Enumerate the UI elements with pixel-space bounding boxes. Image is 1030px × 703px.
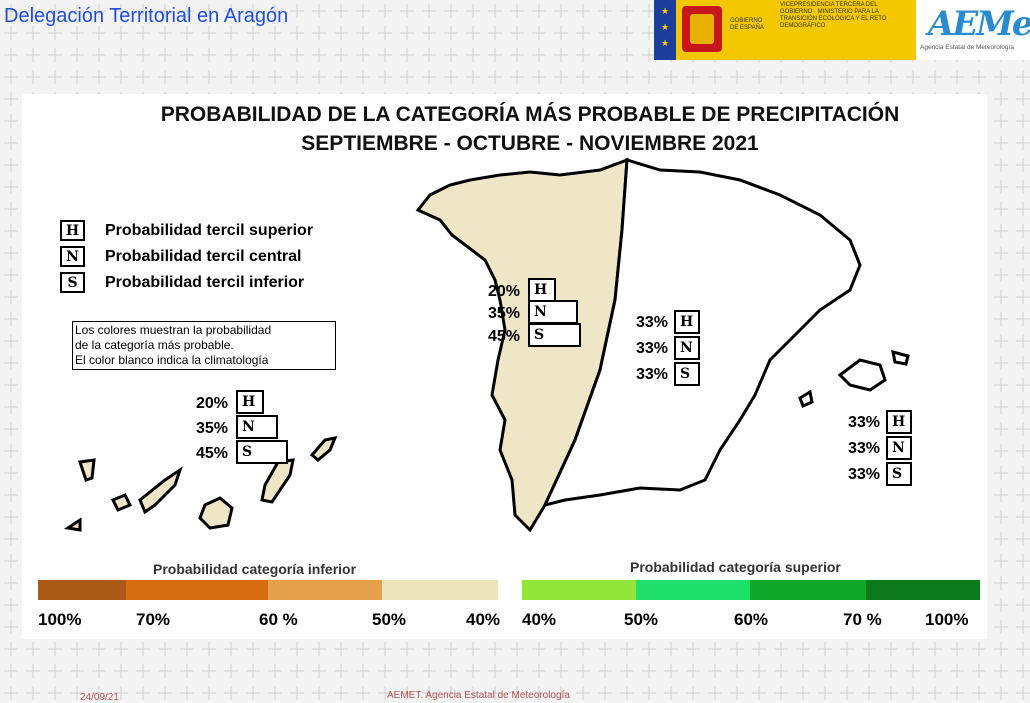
scale-upper-tick: 40% xyxy=(522,610,557,629)
canarias-island xyxy=(110,493,133,512)
note-line: El color blanco indica la climatología xyxy=(75,353,269,367)
prob-n-box: N xyxy=(886,436,912,460)
aemet-subtitle: Agencia Estatal de Meteorología xyxy=(920,44,1014,51)
prob-h-box: H xyxy=(886,410,912,434)
government-logo: ★ ★ ★ GOBIERNO DE ESPAÑA VICEPRESIDENCIA T… xyxy=(654,0,916,60)
scale-lower-tick: 40% xyxy=(466,610,501,629)
baleares-ibiza xyxy=(798,389,814,409)
prob-h-value: 20% xyxy=(195,395,228,412)
canarias-island xyxy=(78,458,96,482)
legend-code: H xyxy=(60,220,85,241)
map-title: PROBABILIDAD DE LA CATEGORÍA MÁS PROBABL… xyxy=(0,100,1030,158)
canarias-island xyxy=(260,458,295,504)
scale-lower-bar-1 xyxy=(38,580,126,600)
scale-upper-title: Probabilidad categoría superior xyxy=(630,559,841,575)
prob-h-value: 20% xyxy=(487,283,520,300)
prob-s-box: S xyxy=(674,362,700,386)
scale-lower-tick: 100% xyxy=(38,610,82,629)
government-label: GOBIERNO DE ESPAÑA xyxy=(730,18,764,31)
prob-n-value: 33% xyxy=(635,340,668,357)
legend-item-upper: H Probabilidad tercil superior xyxy=(60,220,313,241)
canarias-island xyxy=(64,517,82,532)
canarias-island xyxy=(138,466,183,515)
note-line: Los colores muestran la probabilidad xyxy=(75,323,272,337)
legend-code: N xyxy=(60,246,85,267)
scale-upper-bar-2 xyxy=(636,580,750,600)
prob-h-box: H xyxy=(236,390,264,414)
scale-lower-tick: 60 % xyxy=(259,610,298,629)
region-east-peninsula xyxy=(542,158,862,508)
prob-s-box: S xyxy=(886,462,912,486)
scale-lower-title: Probabilidad categoría inferior xyxy=(153,561,357,577)
map-title-line2: SEPTIEMBRE - OCTUBRE - NOVIEMBRE 2021 xyxy=(301,132,759,155)
scale-upper-tick: 100% xyxy=(925,610,969,629)
prob-n-value: 35% xyxy=(487,305,520,322)
ministry-label: VICEPRESIDENCIA TERCERA DEL GOBIERNO · M… xyxy=(780,2,887,29)
scale-upper-tick: 50% xyxy=(624,610,659,629)
prob-h-box: H xyxy=(528,278,556,302)
eu-flag-icon: ★ ★ ★ xyxy=(654,0,676,60)
prob-n-value: 35% xyxy=(195,420,228,437)
footer-agency: AEMET. Agencia Estatal de Meteorología xyxy=(387,690,570,701)
legend-label: Probabilidad tercil superior xyxy=(105,221,314,239)
map-title-line1: PROBABILIDAD DE LA CATEGORÍA MÁS PROBABL… xyxy=(160,103,900,126)
header-title: Delegación Territorial en Aragón xyxy=(4,5,289,27)
prob-s-value: 33% xyxy=(635,366,668,383)
color-note: Los colores muestran la probabilidad de … xyxy=(72,321,336,370)
prob-h-value: 33% xyxy=(847,414,880,431)
prob-n-box: N xyxy=(528,300,578,324)
prob-n-box: N xyxy=(674,336,700,360)
scale-upper-tick: 60% xyxy=(734,610,769,629)
header-logos: ★ ★ ★ GOBIERNO DE ESPAÑA VICEPRESIDENCIA T… xyxy=(654,0,1030,62)
prob-h-value: 33% xyxy=(635,314,668,331)
prob-n-value: 33% xyxy=(847,440,880,457)
aemet-logo-text: AEMet xyxy=(928,4,1030,44)
aemet-logo: AEMet Agencia Estatal de Meteorología xyxy=(916,0,1030,60)
scale-upper-bar-4 xyxy=(866,580,980,600)
canarias-island xyxy=(309,435,338,462)
legend-label: Probabilidad tercil inferior xyxy=(105,273,305,291)
footer-date: 24/09/21 xyxy=(80,692,119,703)
baleares-mallorca xyxy=(837,358,887,392)
prob-s-box: S xyxy=(528,323,581,347)
scale-lower-bar-2 xyxy=(126,580,268,600)
baleares-menorca xyxy=(891,349,910,366)
prob-s-value: 45% xyxy=(487,328,520,345)
prob-n-box: N xyxy=(236,415,278,439)
scale-lower-tick: 70% xyxy=(136,610,171,629)
prob-s-value: 45% xyxy=(195,445,228,462)
scale-lower-bar-4 xyxy=(382,580,498,600)
prob-s-box: S xyxy=(236,440,288,464)
scale-upper-tick: 70 % xyxy=(843,610,882,629)
legend-label: Probabilidad tercil central xyxy=(105,247,302,265)
legend-item-central: N Probabilidad tercil central xyxy=(60,246,302,267)
note-line: de la categoría más probable. xyxy=(75,338,234,352)
scale-lower-tick: 50% xyxy=(372,610,407,629)
spain-crest-icon xyxy=(682,6,722,52)
prob-s-value: 33% xyxy=(847,466,880,483)
legend-code: S xyxy=(60,272,85,293)
scale-upper-bar-1 xyxy=(522,580,636,600)
canarias-island xyxy=(198,496,234,530)
legend-item-lower: S Probabilidad tercil inferior xyxy=(60,272,304,293)
scale-lower-bar-3 xyxy=(268,580,382,600)
prob-h-box: H xyxy=(674,310,700,334)
scale-upper-bar-3 xyxy=(750,580,866,600)
